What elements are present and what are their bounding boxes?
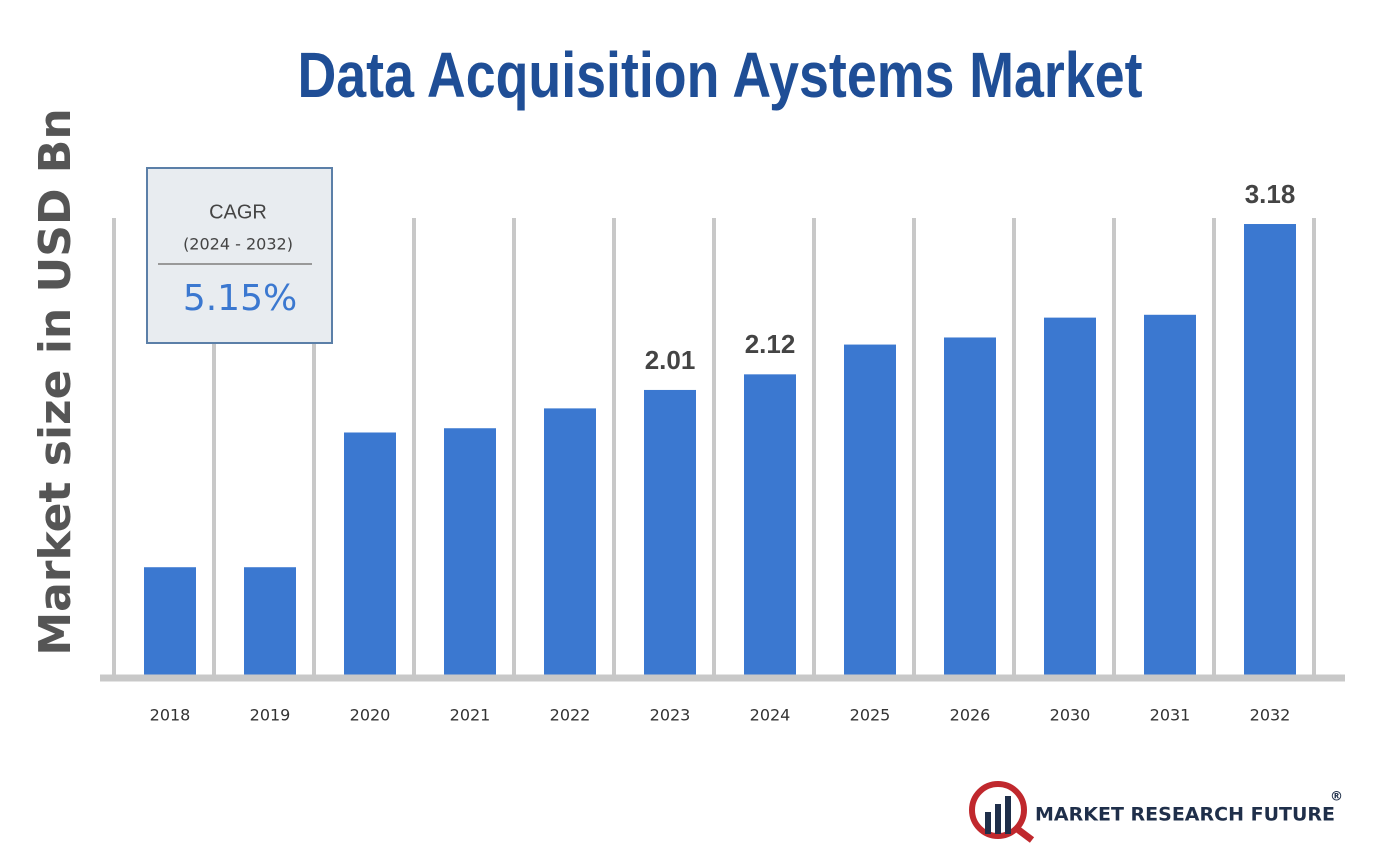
x-tick-label: 2024 (750, 706, 791, 725)
cagr-value: 5.15% (183, 278, 297, 319)
chart-title: Data Acquisition Aystems Market (298, 39, 1143, 111)
x-tick-label: 2020 (350, 706, 391, 725)
bars (144, 224, 1296, 675)
x-tick-label: 2030 (1050, 706, 1091, 725)
x-tick-label: 2018 (150, 706, 191, 725)
bar (944, 337, 996, 675)
data-label: 2.01 (645, 345, 696, 375)
bar (644, 389, 696, 675)
cagr-label: CAGR (209, 201, 267, 223)
brand-name: MARKET RESEARCH FUTURE (1035, 804, 1335, 826)
logo-bar (995, 804, 1001, 834)
x-tick-label: 2025 (850, 706, 891, 725)
bar (744, 374, 796, 675)
bar (244, 567, 296, 675)
bar (344, 432, 396, 675)
bar (144, 567, 196, 675)
x-tick-label: 2021 (450, 706, 491, 725)
data-label: 3.18 (1245, 179, 1296, 209)
bar (544, 408, 596, 675)
logo-bar (1005, 796, 1011, 834)
cagr-box: CAGR (2024 - 2032) 5.15% (146, 167, 333, 344)
cagr-frame (146, 167, 333, 344)
logo-handle (1013, 825, 1035, 843)
x-tick-label: 2031 (1150, 706, 1191, 725)
brand: MARKET RESEARCH FUTURE ® (969, 781, 1343, 843)
y-axis-label: Market size in USD Bn (30, 108, 81, 655)
x-tick-label: 2032 (1250, 706, 1291, 725)
bar (844, 344, 896, 675)
bar (444, 428, 496, 675)
logo-bar (985, 812, 991, 834)
logo-ring (969, 781, 1027, 839)
bar (1244, 224, 1296, 675)
brand-mark: ® (1330, 790, 1343, 805)
x-tick-label: 2022 (550, 706, 591, 725)
x-tick-label: 2019 (250, 706, 291, 725)
data-label: 2.12 (745, 329, 796, 359)
x-tick-label: 2023 (650, 706, 691, 725)
bar (1044, 317, 1096, 675)
cagr-period: (2024 - 2032) (183, 235, 293, 254)
x-tick-label: 2026 (950, 706, 991, 725)
bar (1144, 314, 1196, 675)
